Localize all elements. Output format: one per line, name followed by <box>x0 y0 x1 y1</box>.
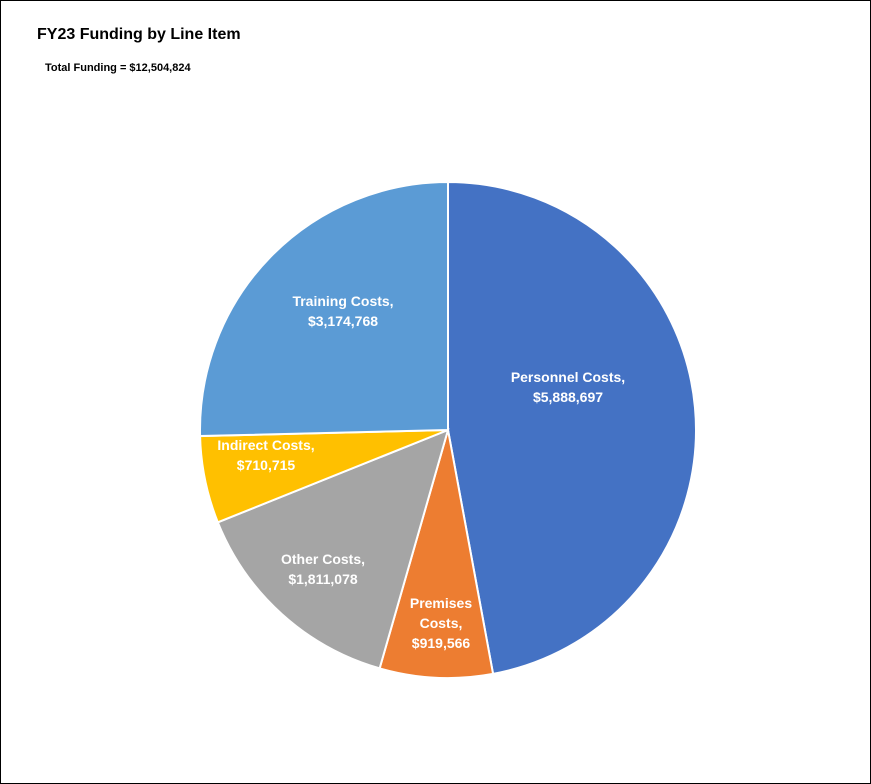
slice-label-premises-costs: Premises Costs, $919,566 <box>410 595 472 651</box>
pie-slice-personnel-costs <box>447 180 697 676</box>
chart-title: FY23 Funding by Line Item <box>37 26 241 43</box>
pie-slice-training-costs <box>199 180 449 438</box>
slice-label-indirect-costs: Indirect Costs, $710,715 <box>217 437 314 473</box>
chart-subtitle: Total Funding = $12,504,824 <box>45 62 191 74</box>
pie-labels: Personnel Costs, $5,888,697 Premises Costs,… <box>217 293 625 651</box>
pie-slice-premises-costs <box>378 429 495 679</box>
pie-slices <box>199 180 697 679</box>
pie-slice-other-costs <box>216 428 450 670</box>
slice-label-training-costs: Training Costs, $3,174,768 <box>292 293 393 329</box>
slice-label-personnel-costs: Personnel Costs, $5,888,697 <box>511 369 625 405</box>
slice-label-other-costs: Other Costs, $1,811,078 <box>281 551 365 587</box>
